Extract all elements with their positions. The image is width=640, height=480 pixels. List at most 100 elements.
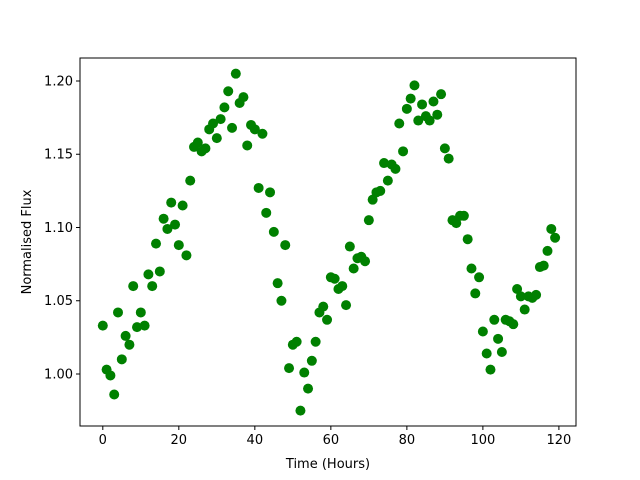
data-point: [261, 207, 272, 218]
data-point: [443, 153, 454, 164]
data-point: [489, 314, 500, 325]
data-point: [462, 234, 473, 245]
data-point: [379, 158, 390, 169]
data-point: [295, 405, 306, 416]
data-point: [227, 122, 238, 133]
data-point: [242, 140, 253, 151]
x-tick-label: 100: [470, 433, 495, 448]
data-point: [223, 86, 234, 97]
data-point: [375, 185, 386, 196]
y-tick-label: 1.10: [44, 221, 73, 236]
data-point: [382, 175, 393, 186]
data-point: [409, 80, 420, 91]
data-point: [401, 103, 412, 114]
data-point: [428, 96, 439, 107]
data-point: [113, 307, 124, 318]
data-point: [109, 389, 120, 400]
data-point: [424, 115, 435, 126]
data-point: [166, 197, 177, 208]
x-tick-label: 120: [546, 433, 571, 448]
data-point: [413, 115, 424, 126]
data-point: [253, 182, 264, 193]
data-point: [477, 326, 488, 337]
data-point: [200, 143, 211, 154]
x-tick-label: 20: [171, 433, 188, 448]
data-point: [151, 238, 162, 249]
data-point: [394, 118, 405, 129]
data-point: [265, 187, 276, 198]
y-axis-ticks: 1.00 1.05 1.10 1.15 1.20: [44, 75, 80, 382]
data-point: [249, 124, 260, 135]
y-tick-label: 1.15: [44, 148, 73, 163]
data-point: [318, 301, 329, 312]
data-point: [116, 354, 127, 365]
data-point: [348, 263, 359, 274]
data-point: [135, 307, 146, 318]
data-point: [162, 223, 173, 234]
data-point: [143, 269, 154, 280]
data-point: [515, 291, 526, 302]
data-point: [310, 336, 321, 347]
data-point: [538, 260, 549, 271]
data-point: [147, 281, 158, 292]
data-point: [291, 336, 302, 347]
data-point: [458, 210, 469, 221]
plot-frame: [79, 57, 577, 427]
data-point: [230, 68, 241, 79]
data-point: [215, 114, 226, 125]
data-point: [181, 250, 192, 261]
x-tick-label: 0: [99, 433, 107, 448]
data-point: [466, 263, 477, 274]
data-point: [405, 93, 416, 104]
data-point: [173, 240, 184, 251]
x-axis-ticks: 0 20 40 60 80 100 120: [99, 426, 571, 448]
plot-background: [80, 58, 576, 426]
data-point: [132, 322, 143, 333]
data-point: [97, 320, 108, 331]
data-point: [284, 363, 295, 374]
data-point: [436, 89, 447, 100]
data-point: [360, 256, 371, 267]
y-tick-label: 1.20: [44, 75, 73, 90]
data-point: [299, 367, 310, 378]
data-point: [344, 241, 355, 252]
data-point: [268, 226, 279, 237]
x-tick-label: 80: [399, 433, 416, 448]
data-point: [481, 348, 492, 359]
data-point: [432, 109, 443, 120]
data-point: [485, 364, 496, 375]
data-point: [363, 215, 374, 226]
data-point: [211, 133, 222, 144]
data-point: [177, 200, 188, 211]
data-point: [280, 240, 291, 251]
x-tick-label: 40: [247, 433, 264, 448]
data-point: [120, 330, 131, 341]
data-point: [128, 281, 139, 292]
data-point: [105, 370, 116, 381]
data-point: [439, 143, 450, 154]
data-point: [276, 295, 287, 306]
data-point: [257, 128, 268, 139]
y-tick-label: 1.05: [44, 294, 73, 309]
data-point: [322, 314, 333, 325]
data-point: [219, 102, 230, 113]
data-point: [158, 213, 169, 224]
data-point: [546, 223, 557, 234]
data-point: [272, 278, 283, 289]
data-point: [306, 355, 317, 366]
data-point: [139, 320, 150, 331]
data-point: [238, 92, 249, 103]
data-point: [542, 245, 553, 256]
x-tick-label: 60: [323, 433, 340, 448]
data-points: [97, 68, 561, 416]
data-point: [337, 281, 348, 292]
data-point: [508, 319, 519, 330]
data-point: [303, 383, 314, 394]
x-axis-label: Time (Hours): [285, 457, 370, 472]
data-point: [417, 99, 428, 110]
y-axis-label: Normalised Flux: [20, 189, 35, 294]
data-point: [170, 219, 181, 230]
data-point: [192, 137, 203, 148]
data-point: [470, 288, 481, 299]
